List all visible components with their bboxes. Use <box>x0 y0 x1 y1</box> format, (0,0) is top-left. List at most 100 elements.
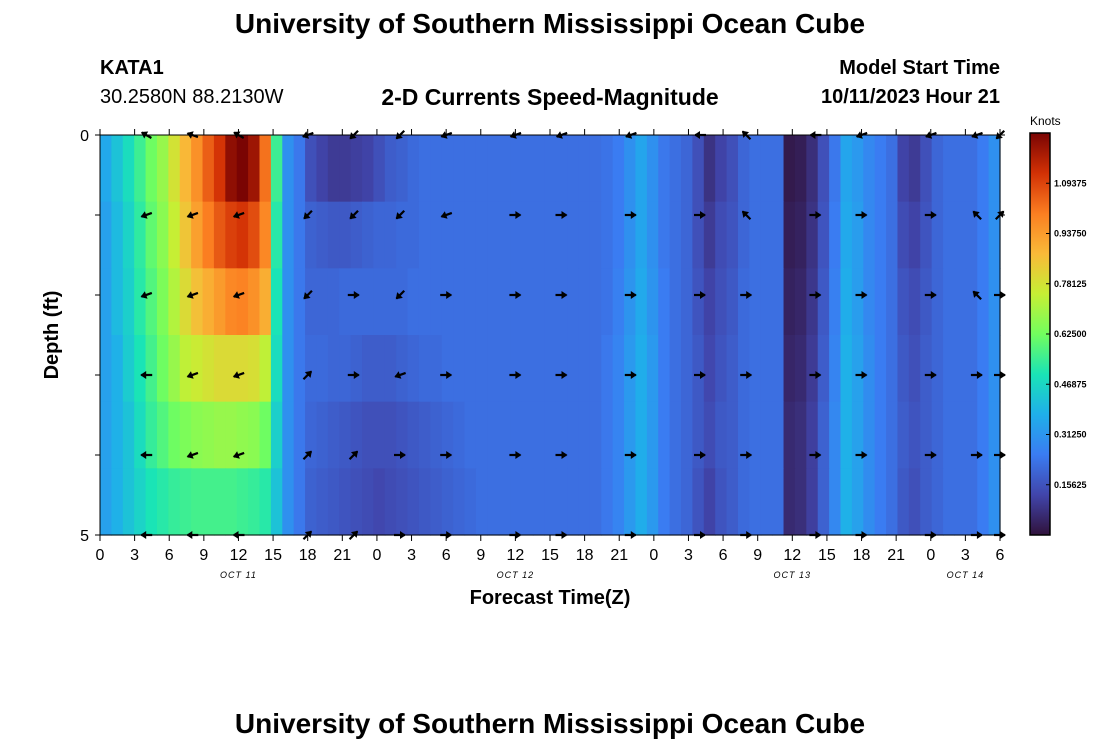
heatmap-cell <box>817 468 830 536</box>
heatmap-cell <box>418 135 431 203</box>
heatmap-cell <box>191 135 204 203</box>
current-arrow <box>555 211 568 219</box>
heatmap-cell <box>897 401 910 469</box>
heatmap-cell <box>840 468 853 536</box>
current-arrow <box>972 210 982 221</box>
heatmap-cell <box>897 335 910 403</box>
heatmap-cell <box>703 335 716 403</box>
heatmap-cell <box>794 135 807 203</box>
heatmap-cell <box>544 135 557 203</box>
heatmap-cell <box>715 401 728 469</box>
heatmap-cell <box>134 135 147 203</box>
heatmap-cell <box>350 401 363 469</box>
heatmap-cell <box>156 468 169 536</box>
heatmap-cell <box>270 468 283 536</box>
heatmap-cell <box>692 201 705 269</box>
heatmap-cell <box>305 135 318 203</box>
heatmap-cell <box>851 401 864 469</box>
heatmap-cell <box>760 468 773 536</box>
heatmap-cell <box>612 201 625 269</box>
heatmap-cell <box>259 268 272 336</box>
heatmap-cell <box>988 135 1001 203</box>
heatmap-cell <box>282 335 295 403</box>
heatmap-cell <box>430 268 443 336</box>
heatmap-cell <box>532 201 545 269</box>
heatmap-cell <box>122 335 135 403</box>
heatmap-cell <box>384 401 397 469</box>
x-tick-label: 15 <box>264 547 282 564</box>
heatmap-cell <box>624 135 637 203</box>
heatmap-cell <box>578 201 591 269</box>
heatmap-cell <box>532 401 545 469</box>
heatmap-cell <box>886 335 899 403</box>
heatmap-cell <box>897 268 910 336</box>
heatmap-cell <box>863 335 876 403</box>
heatmap-cell <box>863 268 876 336</box>
current-arrow <box>624 211 637 219</box>
heatmap-cell <box>908 268 921 336</box>
heatmap-cell <box>555 135 568 203</box>
heatmap-cell <box>213 468 226 536</box>
heatmap-cell <box>521 201 534 269</box>
current-arrow <box>855 371 868 379</box>
heatmap-cell <box>635 335 648 403</box>
colorbar-tick-label: 0.15625 <box>1054 480 1087 490</box>
heatmap-cell <box>373 135 386 203</box>
heatmap-cell <box>908 135 921 203</box>
heatmap-cell <box>954 401 967 469</box>
heatmap-cell <box>145 135 158 203</box>
heatmap-cell <box>418 268 431 336</box>
heatmap-cell <box>589 335 602 403</box>
current-arrow <box>855 211 868 219</box>
heatmap-cell <box>863 201 876 269</box>
station-id: KATA1 <box>100 57 164 79</box>
heatmap-cell <box>794 335 807 403</box>
heatmap-cell <box>156 201 169 269</box>
heatmap-cell <box>829 401 842 469</box>
heatmap-cell <box>589 401 602 469</box>
heatmap-cell <box>339 201 352 269</box>
heatmap-cell <box>521 135 534 203</box>
heatmap-cell <box>817 401 830 469</box>
current-arrow <box>970 451 983 459</box>
current-arrow <box>924 211 937 219</box>
current-arrow <box>855 451 868 459</box>
heatmap-cell <box>635 401 648 469</box>
heatmap-cell <box>418 201 431 269</box>
current-arrow <box>140 211 153 219</box>
heatmap-cell <box>601 468 614 536</box>
heatmap-cell <box>646 401 659 469</box>
heatmap-cell <box>498 268 511 336</box>
heatmap-cell <box>943 401 956 469</box>
heatmap-cell <box>567 468 580 536</box>
heatmap-cell <box>806 468 819 536</box>
heatmap-cell <box>430 201 443 269</box>
heatmap-cell <box>441 268 454 336</box>
current-arrow <box>232 211 245 219</box>
heatmap-cell <box>669 401 682 469</box>
heatmap-cell <box>316 401 329 469</box>
heatmap-cell <box>339 468 352 536</box>
heatmap-cell <box>384 268 397 336</box>
heatmap-cell <box>362 468 375 536</box>
current-arrow <box>555 291 568 299</box>
heatmap-cell <box>737 335 750 403</box>
current-arrow <box>232 291 245 299</box>
heatmap-cell <box>100 401 112 469</box>
heatmap-cell <box>339 401 352 469</box>
heatmap-cell <box>532 468 545 536</box>
heatmap-cell <box>658 268 671 336</box>
heatmap-cell <box>168 401 181 469</box>
heatmap-cell <box>498 401 511 469</box>
heatmap-cell <box>681 401 693 469</box>
heatmap-cell <box>156 268 169 336</box>
heatmap-cell <box>954 135 967 203</box>
heatmap-cell <box>589 201 602 269</box>
heatmap-cell <box>760 268 773 336</box>
heatmap-cell <box>703 268 716 336</box>
heatmap-cell <box>726 201 739 269</box>
heatmap-cell <box>977 468 990 536</box>
heatmap-cell <box>293 135 306 203</box>
x-tick-label: 0 <box>926 547 935 564</box>
current-arrow <box>303 289 313 300</box>
